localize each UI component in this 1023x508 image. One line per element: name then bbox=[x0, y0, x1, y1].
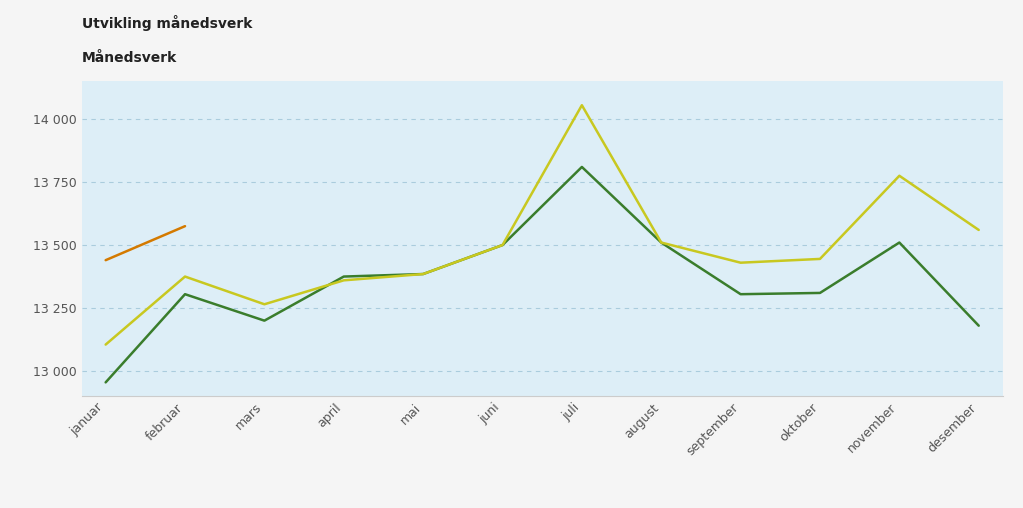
2017 bbox=[179, 223, 191, 229]
2016 bbox=[179, 273, 191, 279]
Text: Månedsverk: Månedsverk bbox=[82, 51, 177, 65]
2015 bbox=[258, 318, 270, 324]
Text: Utvikling månedsverk: Utvikling månedsverk bbox=[82, 15, 253, 31]
2016 bbox=[576, 102, 588, 108]
2016 bbox=[735, 260, 747, 266]
2015 bbox=[576, 164, 588, 170]
2015 bbox=[417, 271, 430, 277]
2015 bbox=[338, 273, 350, 279]
2015 bbox=[735, 291, 747, 297]
2015 bbox=[814, 290, 827, 296]
2015 bbox=[973, 323, 985, 329]
2016 bbox=[496, 242, 508, 248]
2015 bbox=[99, 379, 112, 386]
2016 bbox=[338, 277, 350, 283]
2017 bbox=[99, 257, 112, 263]
2016 bbox=[893, 173, 905, 179]
2016 bbox=[814, 256, 827, 262]
2015 bbox=[655, 239, 667, 245]
2015 bbox=[496, 242, 508, 248]
Line: 2015: 2015 bbox=[105, 167, 979, 383]
Line: 2016: 2016 bbox=[105, 105, 979, 344]
2015 bbox=[179, 291, 191, 297]
2016 bbox=[417, 271, 430, 277]
2016 bbox=[973, 227, 985, 233]
Line: 2017: 2017 bbox=[105, 226, 185, 260]
2016 bbox=[655, 239, 667, 245]
2016 bbox=[258, 301, 270, 307]
2015 bbox=[893, 239, 905, 245]
2016 bbox=[99, 341, 112, 347]
